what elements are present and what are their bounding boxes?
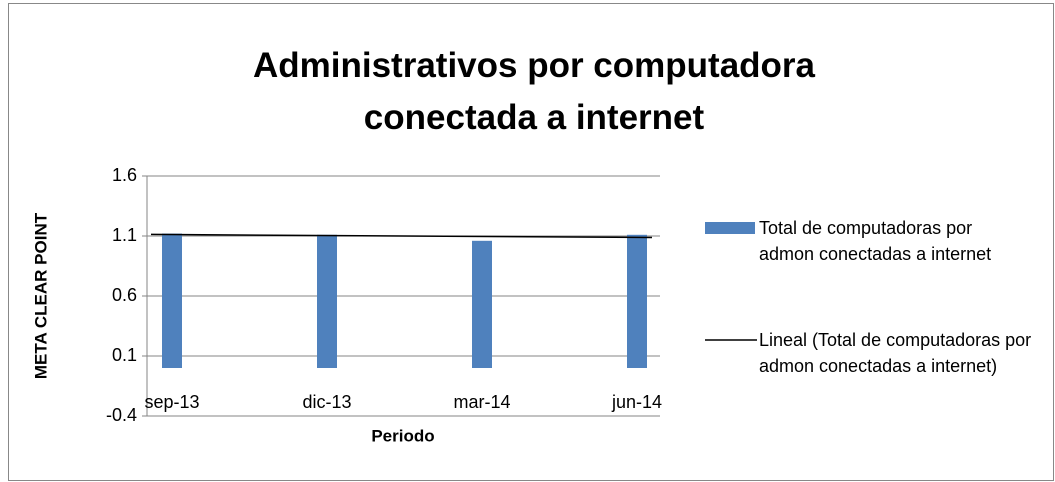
bar [627,234,647,368]
bar [472,240,492,368]
x-tick-label: jun-14 [611,392,662,412]
legend-entry: Lineal (Total de computadoras por admon … [759,330,1032,376]
bar [317,234,337,368]
y-axis-label: META CLEAR POINT [31,212,50,379]
y-tick-label: 0.1 [112,345,137,365]
chart-frame [8,3,1054,481]
y-tick-label: 1.1 [112,225,137,245]
x-tick-label: dic-13 [302,392,351,412]
x-tick-label: mar-14 [453,392,510,412]
y-tick-label: 0.6 [112,285,137,305]
bar [162,233,182,368]
x-axis-label: Periodo [371,426,434,445]
legend-entry: Total de computadoras por admon conectad… [759,218,992,264]
trendline [150,233,653,239]
y-tick-label: -0.4 [106,405,137,425]
y-tick-label: 1.6 [112,165,137,185]
legend-swatch [705,222,755,234]
chart-title: Administrativos por computadora conectad… [252,46,816,137]
x-tick-label: sep-13 [144,392,199,412]
